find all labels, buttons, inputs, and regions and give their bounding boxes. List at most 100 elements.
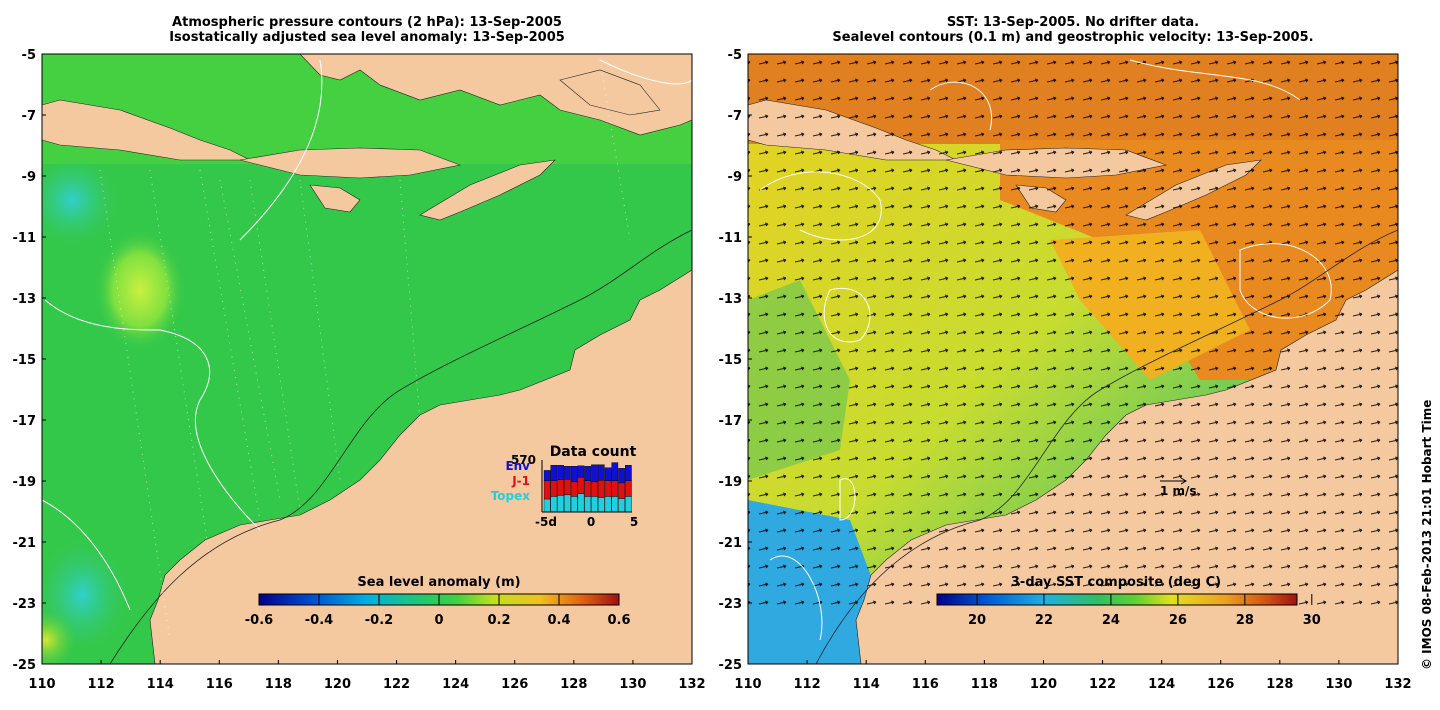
right-lat-tick-label: -17 [719, 414, 743, 429]
left-lon-tick-label: 128 [560, 677, 587, 692]
bathymetry-contour-left [109, 229, 692, 664]
left-lat-tick-label: -23 [13, 597, 37, 612]
axis-ticks: -5 -7 -9 -11 -13 -15 -17 -19 -21 -23 -25 110 112 114 1… [13, 48, 1412, 692]
data-count-bar-env [584, 466, 592, 481]
left-colorbar-tick-label: 0.6 [607, 613, 630, 628]
pressure-contour-1 [44, 299, 261, 531]
right-lon-tick-label: 124 [1148, 677, 1175, 692]
left-colorbar-tick-label: 0.4 [547, 613, 570, 628]
left-land-java-flores [42, 54, 692, 136]
velocity-scale-arrowhead [1180, 477, 1187, 485]
data-count-bar-env [618, 468, 625, 484]
data-count-bar-env [564, 466, 571, 480]
left-land-banda [559, 69, 661, 116]
data-count-bar-topex [564, 494, 571, 513]
left-colorbar-tick-label: -0.4 [305, 613, 333, 628]
data-count-bar-env [611, 462, 619, 482]
left-lon-tick-label: 130 [619, 677, 646, 692]
left-land-timor [419, 159, 556, 221]
left-colorbar-tick-label: 0.2 [487, 613, 510, 628]
left-title-line2: Isostatically adjusted sea level anomaly… [169, 30, 565, 45]
data-count-bar-topex [584, 496, 592, 513]
right-lat-tick-label: -9 [728, 170, 742, 185]
data-count-bars [543, 462, 632, 513]
data-count-bar-topex [625, 496, 632, 513]
left-lat-tick-label: -25 [13, 658, 37, 673]
left-land-sumba [309, 184, 361, 213]
left-title: Atmospheric pressure contours (2 hPa): 1… [42, 15, 692, 45]
data-count-legend-env: Env [505, 459, 530, 473]
data-count-bar-env [570, 466, 578, 483]
right-colorbar-tick-label: 28 [1236, 613, 1254, 628]
data-count-tick-right: 5 [630, 515, 638, 529]
sla-low-anomaly-north [42, 155, 117, 245]
data-count-tick-left: -5d [535, 515, 557, 529]
right-title: SST: 13-Sep-2005. No drifter data. Seale… [748, 15, 1398, 45]
left-lat-tick-label: -19 [13, 475, 37, 490]
pressure-contour-2 [239, 59, 323, 241]
data-count-bar-env [591, 464, 598, 483]
sealevel-contour-1 [759, 171, 882, 241]
data-count-bar-j1 [564, 479, 571, 496]
right-lat-tick-label: -11 [719, 231, 743, 246]
right-lon-tick-label: 114 [853, 677, 880, 692]
right-colorbar-gradient [936, 593, 1298, 606]
left-lat-tick-label: -15 [13, 353, 37, 368]
data-count-bar-env [557, 465, 565, 480]
data-count-bar-topex [543, 498, 551, 513]
data-count-bar-j1 [577, 476, 585, 495]
left-land-java-east [42, 99, 251, 161]
left-land-australia [149, 269, 692, 664]
right-lat-tick-label: -23 [719, 597, 743, 612]
sealevel-contour-2 [823, 287, 871, 343]
left-lat-tick-label: -13 [13, 292, 37, 307]
right-colorbar: 3-day SST composite (deg C) 20 22 24 26 28 30 [936, 575, 1321, 628]
left-colorbar-tick-label: -0.6 [245, 613, 273, 628]
data-count-bar-j1 [604, 480, 612, 497]
credit-text: © IMOS 08-Feb-2013 21:01 Hobart Time [1420, 399, 1434, 670]
right-colorbar-label: 3-day SST composite (deg C) [1011, 575, 1221, 590]
right-lat-tick-label: -25 [719, 658, 743, 673]
data-count-bar-j1 [597, 480, 605, 498]
right-lon-tick-label: 120 [1030, 677, 1057, 692]
data-count-bar-topex [550, 496, 558, 513]
left-colorbar-label: Sea level anomaly (m) [357, 575, 520, 590]
right-colorbar-ticks: 20 22 24 26 28 30 [968, 594, 1321, 628]
right-title-line2: Sealevel contours (0.1 m) and geostrophi… [832, 30, 1314, 45]
data-count-bar-j1 [550, 480, 558, 497]
data-count-bar-j1 [611, 480, 619, 497]
data-count-bar-j1 [618, 482, 625, 499]
sla-high-anomaly-corner [42, 610, 76, 664]
data-count-bar-j1 [557, 479, 565, 496]
left-lon-tick-label: 122 [383, 677, 410, 692]
right-lon-tick-label: 128 [1266, 677, 1293, 692]
left-lat-tick-label: -21 [13, 536, 37, 551]
right-lon-tick-label: 122 [1089, 677, 1116, 692]
sla-high-anomaly [95, 230, 185, 350]
data-count-bar-env [550, 465, 558, 482]
right-lon-tick-label: 132 [1384, 677, 1411, 692]
data-count-bar-j1 [543, 480, 551, 500]
data-count-bar-topex [570, 496, 578, 513]
data-count-bar-j1 [584, 480, 592, 497]
right-lon-tick-label: 126 [1207, 677, 1234, 692]
data-count-bar-env [604, 467, 612, 481]
right-lat-tick-label: -19 [719, 475, 743, 490]
data-count-bar-topex [577, 493, 585, 513]
right-lat-tick-label: -21 [719, 536, 743, 551]
left-title-line1: Atmospheric pressure contours (2 hPa): 1… [172, 15, 562, 30]
left-lon-tick-label: 110 [28, 677, 55, 692]
left-lon-tick-label: 116 [206, 677, 233, 692]
left-lat-tick-label: -11 [13, 231, 37, 246]
velocity-scale-label: 1 m/s [1160, 484, 1197, 498]
right-colorbar-tick-label: 30 [1303, 613, 1321, 628]
pressure-contour-3 [599, 59, 692, 85]
data-count-bar-env [625, 465, 632, 482]
pressure-contour-4 [42, 499, 131, 611]
left-lat-tick-label: -5 [22, 48, 36, 63]
data-count-title: Data count [550, 444, 637, 460]
data-count-bar-topex [591, 496, 598, 513]
sealevel-contour-6 [839, 478, 856, 521]
data-count-bar-topex [597, 497, 605, 513]
right-lon-tick-label: 112 [794, 677, 821, 692]
